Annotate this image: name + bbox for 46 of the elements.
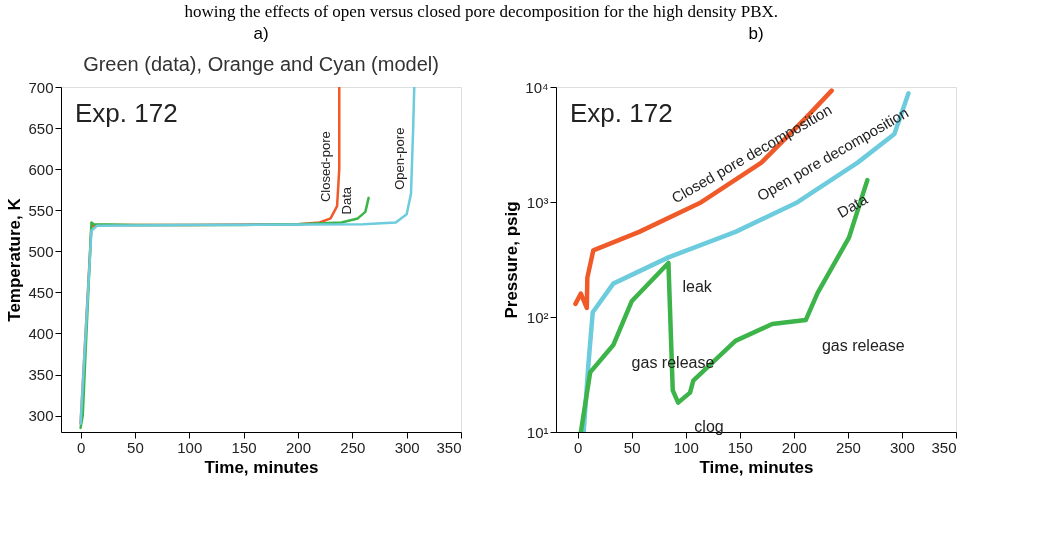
x-tick-label: 350 xyxy=(931,438,957,456)
text: Data xyxy=(834,189,871,221)
text: howing the effects of open versus closed pore decomposition for the high density PBX. xyxy=(184,1,779,21)
y-tick-label: 600 xyxy=(28,160,54,178)
x-axis-title: Time, minutes xyxy=(699,457,814,477)
text: Open-pore xyxy=(392,127,407,190)
x-tick-label: 200 xyxy=(285,438,311,456)
x-tick-label: 250 xyxy=(835,438,861,456)
x-tick-label: 50 xyxy=(623,438,641,456)
y-tick-label: 350 xyxy=(28,366,54,383)
y-tick-label: 300 xyxy=(28,407,54,425)
annotation: leak xyxy=(682,277,713,295)
x-tick-label: 150 xyxy=(727,438,753,456)
x-tick-label: 300 xyxy=(394,438,420,456)
x-tick-label: 250 xyxy=(340,438,366,456)
x-tick-label: 150 xyxy=(231,438,257,456)
y-tick-label: 400 xyxy=(28,324,54,342)
y-axis-title: Pressure, psig xyxy=(502,201,522,319)
annotation: gas release xyxy=(821,337,905,355)
x-tick-label: 200 xyxy=(781,438,807,456)
y-tick-label: 550 xyxy=(28,201,54,219)
y-tick-label: 10¹ xyxy=(526,423,549,441)
x-tick-label: 50 xyxy=(127,438,144,456)
y-tick-label: 10³ xyxy=(526,193,549,211)
chart-title: a) xyxy=(253,24,269,43)
y-tick-label: 700 xyxy=(28,78,54,96)
y-tick-label: 10⁴ xyxy=(525,78,549,96)
x-axis-title: Time, minutes xyxy=(204,457,319,477)
x-tick-label: 100 xyxy=(177,438,203,456)
chart-subtitle: Green (data), Orange and Cyan (model) xyxy=(83,53,439,75)
text: Data xyxy=(338,186,354,215)
x-tick-label: 0 xyxy=(76,438,86,456)
y-tick-label: 500 xyxy=(28,242,54,260)
x-tick-label: 100 xyxy=(673,438,699,456)
y-tick-label: 650 xyxy=(28,119,54,137)
annotation: Exp. 172 xyxy=(570,98,673,128)
chart-title: b) xyxy=(748,24,764,43)
annotation: Exp. 172 xyxy=(75,98,178,128)
y-tick-label: 450 xyxy=(28,283,54,301)
x-tick-label: 350 xyxy=(436,438,462,456)
x-tick-label: 300 xyxy=(889,438,915,456)
y-axis-title: Temperature, K xyxy=(5,197,25,322)
text: Closed-pore xyxy=(318,131,334,203)
x-tick-label: 0 xyxy=(573,438,583,456)
y-tick-label: 10² xyxy=(526,308,549,326)
annotation: clog xyxy=(694,417,724,435)
